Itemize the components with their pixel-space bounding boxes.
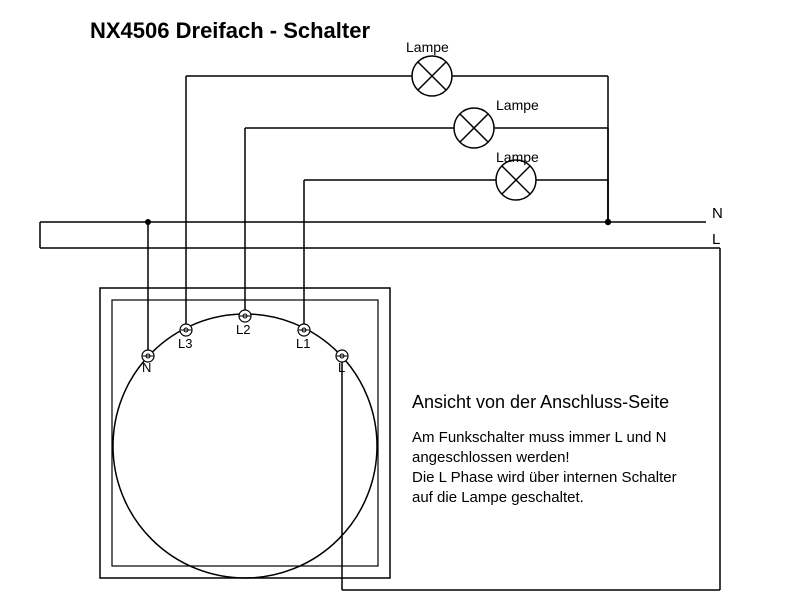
svg-text:Am Funkschalter muss immer L u: Am Funkschalter muss immer L und N xyxy=(412,429,667,446)
svg-text:N: N xyxy=(142,360,151,375)
svg-text:Die L Phase wird über internen: Die L Phase wird über internen Schalter xyxy=(412,469,677,486)
svg-text:L3: L3 xyxy=(178,336,192,351)
wiring-diagram: NX4506 Dreifach - SchalterNLLampeLampeLa… xyxy=(0,0,800,600)
svg-text:Lampe: Lampe xyxy=(406,39,449,55)
svg-text:Ansicht von der Anschluss-Seit: Ansicht von der Anschluss-Seite xyxy=(412,392,669,412)
svg-text:L2: L2 xyxy=(236,322,250,337)
svg-text:Lampe: Lampe xyxy=(496,97,539,113)
svg-text:Lampe: Lampe xyxy=(496,149,539,165)
svg-text:NX4506 Dreifach - Schalter: NX4506 Dreifach - Schalter xyxy=(90,18,370,43)
svg-text:N: N xyxy=(712,205,723,222)
svg-text:L1: L1 xyxy=(296,336,310,351)
svg-text:L: L xyxy=(712,231,720,248)
svg-text:auf die Lampe geschaltet.: auf die Lampe geschaltet. xyxy=(412,489,584,506)
svg-text:angeschlossen werden!: angeschlossen werden! xyxy=(412,449,570,466)
